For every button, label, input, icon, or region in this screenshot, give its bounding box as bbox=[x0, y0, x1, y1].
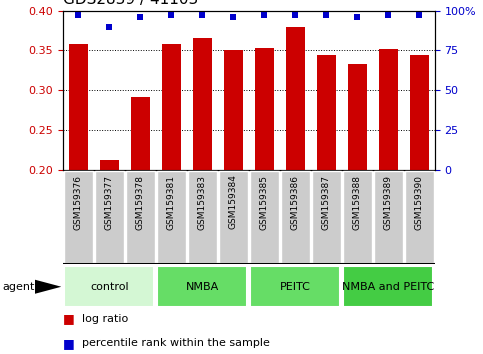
Text: control: control bbox=[90, 282, 128, 292]
Bar bbox=[64, 171, 93, 263]
Polygon shape bbox=[35, 280, 61, 294]
Bar bbox=[188, 171, 217, 263]
Text: GSM159390: GSM159390 bbox=[415, 175, 424, 230]
Text: ■: ■ bbox=[63, 337, 74, 350]
Text: GSM159383: GSM159383 bbox=[198, 175, 207, 230]
Bar bbox=[224, 51, 242, 170]
Bar bbox=[193, 38, 212, 170]
Bar bbox=[162, 44, 181, 170]
Bar bbox=[157, 266, 247, 307]
Text: GSM159385: GSM159385 bbox=[260, 175, 269, 230]
Text: ■: ■ bbox=[63, 312, 74, 325]
Text: GSM159389: GSM159389 bbox=[384, 175, 393, 230]
Text: GSM159377: GSM159377 bbox=[105, 175, 114, 230]
Text: percentile rank within the sample: percentile rank within the sample bbox=[82, 338, 270, 348]
Text: GSM159384: GSM159384 bbox=[229, 175, 238, 229]
Bar bbox=[131, 97, 150, 170]
Text: GSM159381: GSM159381 bbox=[167, 175, 176, 230]
Text: PEITC: PEITC bbox=[280, 282, 311, 292]
Text: NMBA: NMBA bbox=[185, 282, 219, 292]
Bar bbox=[286, 27, 304, 170]
Bar bbox=[69, 44, 87, 170]
Text: NMBA and PEITC: NMBA and PEITC bbox=[342, 282, 434, 292]
Text: GSM159378: GSM159378 bbox=[136, 175, 145, 230]
Bar bbox=[100, 160, 118, 170]
Bar bbox=[348, 64, 367, 170]
Bar bbox=[219, 171, 248, 263]
Text: GSM159388: GSM159388 bbox=[353, 175, 362, 230]
Bar bbox=[342, 171, 372, 263]
Text: GSM159386: GSM159386 bbox=[291, 175, 300, 230]
Bar bbox=[405, 171, 434, 263]
Text: log ratio: log ratio bbox=[82, 314, 128, 324]
Text: GSM159376: GSM159376 bbox=[74, 175, 83, 230]
Bar bbox=[343, 266, 433, 307]
Text: GSM159387: GSM159387 bbox=[322, 175, 331, 230]
Bar bbox=[250, 266, 340, 307]
Bar bbox=[317, 55, 336, 170]
Text: GDS2839 / 41103: GDS2839 / 41103 bbox=[63, 0, 198, 7]
Bar bbox=[250, 171, 279, 263]
Bar bbox=[126, 171, 155, 263]
Bar bbox=[156, 171, 186, 263]
Text: agent: agent bbox=[2, 282, 35, 292]
Bar bbox=[95, 171, 124, 263]
Bar bbox=[379, 49, 398, 170]
Bar bbox=[255, 48, 273, 170]
Bar bbox=[312, 171, 341, 263]
Bar bbox=[410, 55, 428, 170]
Bar bbox=[64, 266, 154, 307]
Bar bbox=[374, 171, 403, 263]
Bar bbox=[281, 171, 310, 263]
